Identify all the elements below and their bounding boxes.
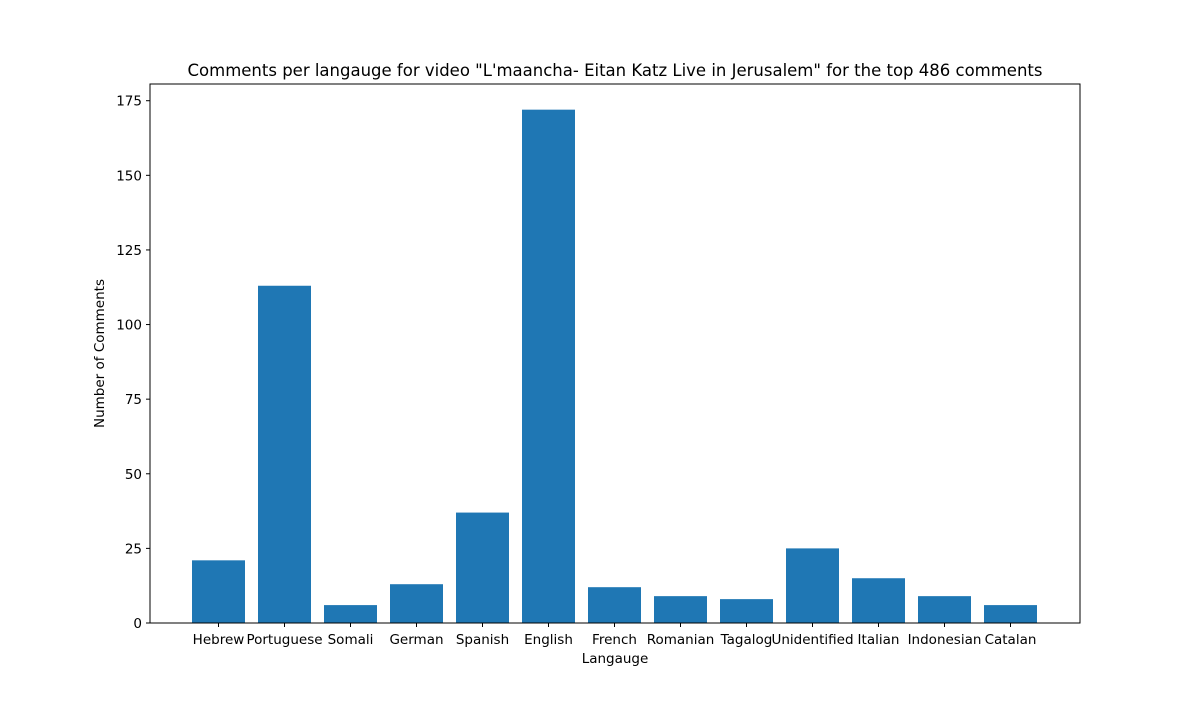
bar-catalan (984, 605, 1037, 623)
y-tick-label-50: 50 (125, 467, 142, 483)
bar-portuguese (258, 285, 311, 623)
y-tick-label-0: 0 (133, 616, 142, 632)
x-axis-label: Langauge (582, 651, 649, 667)
x-tick-label-romanian: Romanian (647, 632, 715, 648)
bar-french (588, 587, 641, 623)
x-tick-label-catalan: Catalan (985, 632, 1037, 648)
bar-tagalog (720, 599, 773, 623)
y-tick-label-100: 100 (116, 318, 142, 334)
x-tick-label-english: English (524, 632, 573, 648)
bar-hebrew (192, 560, 245, 623)
bar-unidentified (786, 548, 839, 623)
bar-somali (324, 605, 377, 623)
y-axis-label: Number of Comments (92, 279, 108, 428)
x-tick-label-hebrew: Hebrew (193, 632, 245, 648)
bar-spanish (456, 512, 509, 623)
chart-title: Comments per langauge for video "L'maanc… (188, 61, 1043, 80)
x-tick-label-unidentified: Unidentified (771, 632, 853, 648)
x-tick-label-portuguese: Portuguese (246, 632, 322, 648)
bar-indonesian (918, 596, 971, 623)
y-tick-label-25: 25 (125, 541, 142, 557)
y-tick-label-125: 125 (116, 243, 142, 259)
y-axis: 0 25 50 75 100 125 150 175 (116, 94, 150, 632)
x-tick-label-spanish: Spanish (456, 632, 509, 648)
x-tick-label-italian: Italian (858, 632, 900, 648)
bar-german (390, 584, 443, 623)
x-tick-label-tagalog: Tagalog (720, 632, 773, 648)
y-tick-label-150: 150 (116, 168, 142, 184)
x-tick-label-indonesian: Indonesian (908, 632, 982, 648)
y-tick-label-175: 175 (116, 94, 142, 110)
x-axis: Hebrew Portuguese Somali German Spanish Engli… (193, 623, 1037, 648)
x-tick-label-german: German (389, 632, 443, 648)
bar-english (522, 109, 575, 623)
x-tick-label-french: French (592, 632, 637, 648)
bars-group (192, 109, 1037, 623)
y-tick-label-75: 75 (125, 392, 142, 408)
x-tick-label-somali: Somali (328, 632, 374, 648)
bar-italian (852, 578, 905, 623)
bar-romanian (654, 596, 707, 623)
